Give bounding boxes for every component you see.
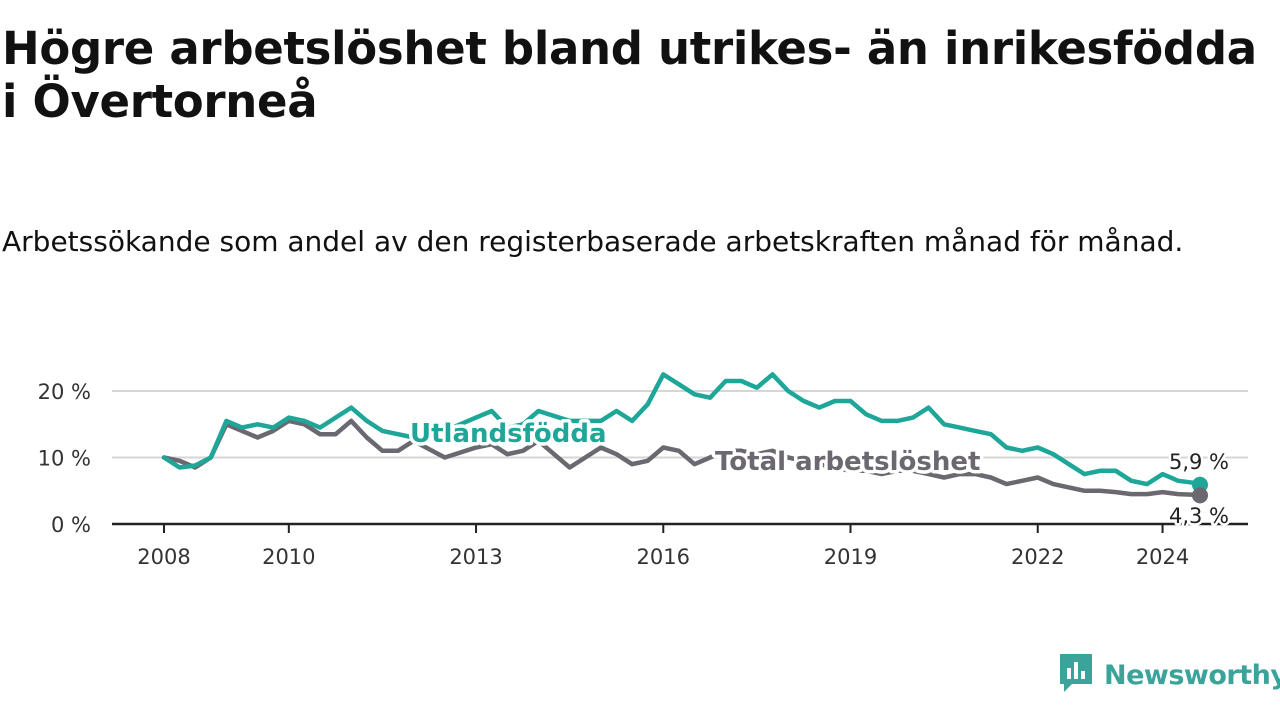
end-value-label-total: 4,3 %: [1169, 504, 1229, 528]
x-axis-ticks: 2008 2010 2013 2016 2019 2022 2024: [137, 524, 1189, 565]
line-chart: 0 % 10 % 20 % 2008 2010 2013 2016 2019 2022 2024…: [38, 372, 1248, 565]
end-marker-total: [1192, 487, 1208, 504]
y-tick-label: 0 %: [51, 513, 91, 537]
y-axis-ticks: 0 % 10 % 20 %: [38, 380, 91, 537]
newsworthy-logo[interactable]: Newsworthy: [1058, 654, 1280, 696]
gridlines: [112, 390, 1248, 526]
newsworthy-logo-icon: [1058, 652, 1094, 698]
x-tick-label: 2013: [449, 545, 502, 565]
newsworthy-logo-text: Newsworthy: [1104, 659, 1280, 691]
series-label-total: Total arbetslöshet: [715, 447, 980, 477]
y-tick-label: 20 %: [38, 380, 91, 404]
x-tick-label: 2022: [1011, 545, 1064, 565]
x-tick-label: 2016: [637, 545, 690, 565]
chart-subtitle: Arbetssökande som andel av den registerb…: [2, 225, 1184, 258]
x-tick-label: 2024: [1136, 545, 1189, 565]
x-tick-label: 2019: [824, 545, 877, 565]
series-lines: [161, 372, 1208, 504]
y-tick-label: 10 %: [38, 447, 91, 471]
series-line-utlandsfodda: [161, 372, 1203, 488]
series-line-total: [161, 418, 1203, 498]
x-tick-label: 2010: [262, 545, 315, 565]
end-value-label-utlandsfodda: 5,9 %: [1169, 450, 1229, 474]
series-label-utlandsfodda: Utlandsfödda: [410, 419, 607, 449]
series-labels: Utlandsfödda Total arbetslöshet 5,9 % 4,3 %: [407, 416, 1232, 531]
chart-title: Högre arbetslöshet bland utrikes- än inr…: [2, 22, 1257, 128]
x-tick-label: 2008: [137, 545, 190, 565]
